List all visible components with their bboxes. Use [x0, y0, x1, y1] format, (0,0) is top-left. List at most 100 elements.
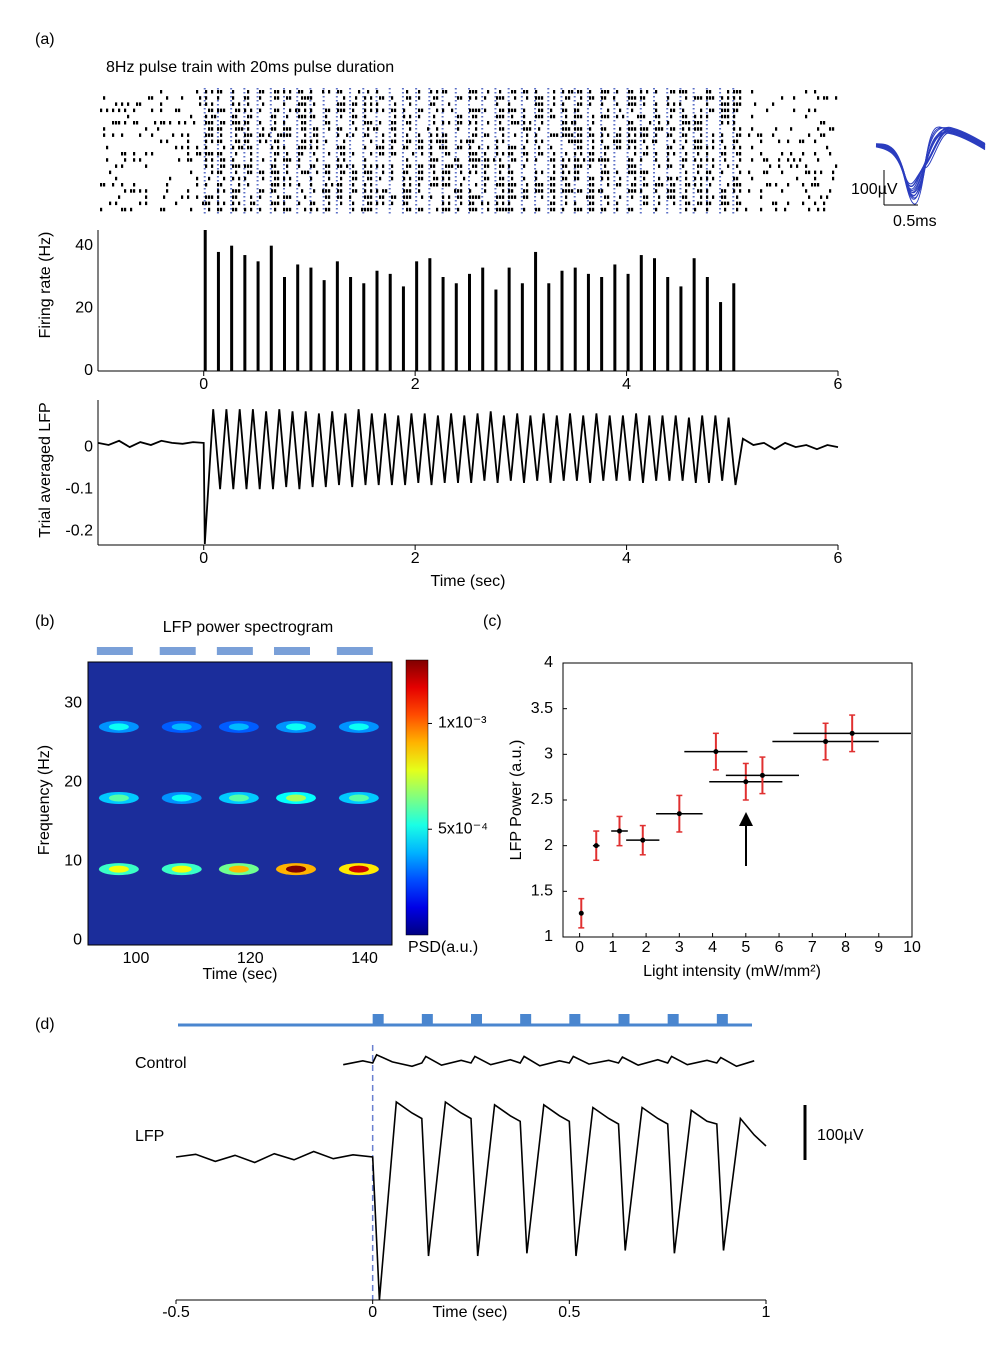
raster-tick — [589, 207, 592, 212]
raster-tick — [682, 164, 685, 168]
raster-tick — [220, 139, 223, 144]
raster-tick — [655, 183, 658, 187]
raster-tick — [823, 201, 826, 206]
raster-tick — [574, 176, 577, 181]
raster-tick — [577, 90, 580, 94]
raster-tick — [208, 201, 211, 206]
raster-tick — [298, 145, 301, 150]
raster-tick — [721, 114, 724, 119]
raster-tick — [760, 207, 763, 212]
raster-tick — [607, 108, 610, 113]
raster-tick — [592, 96, 595, 100]
raster-tick — [733, 183, 736, 187]
raster-tick — [286, 207, 289, 212]
raster-tick — [700, 176, 703, 181]
raster-tick — [370, 139, 373, 144]
raster-tick — [631, 195, 634, 199]
raster-tick — [235, 152, 238, 156]
raster-tick — [670, 127, 673, 131]
raster-tick — [541, 152, 544, 156]
raster-tick — [289, 90, 292, 94]
raster-tick — [139, 158, 142, 162]
raster-tick — [460, 114, 463, 119]
raster-tick — [352, 164, 355, 168]
raster-tick — [484, 189, 487, 193]
raster-tick — [169, 176, 172, 181]
raster-tick — [589, 189, 592, 193]
raster-tick — [535, 176, 538, 181]
raster-tick — [436, 158, 439, 162]
raster-tick — [736, 152, 739, 156]
raster-tick — [697, 127, 700, 131]
raster-tick — [661, 183, 664, 187]
raster-tick — [577, 139, 580, 144]
raster-tick — [214, 114, 217, 119]
raster-tick — [370, 207, 373, 212]
raster-tick — [370, 96, 373, 100]
panel-label: (a) — [35, 31, 55, 48]
power-blob-core — [228, 865, 249, 873]
raster-tick — [238, 176, 241, 181]
raster-tick — [766, 183, 769, 187]
raster-tick — [499, 114, 502, 119]
x-tick-label: 1 — [762, 1304, 771, 1321]
raster-tick — [277, 176, 280, 181]
raster-tick — [523, 152, 526, 156]
raster-tick — [706, 96, 709, 100]
raster-tick — [460, 189, 463, 193]
raster-tick — [289, 176, 292, 181]
raster-tick — [523, 145, 526, 150]
x-tick-label: 0.5 — [558, 1304, 580, 1321]
bar — [203, 230, 207, 371]
raster-tick — [631, 108, 634, 113]
x-tick-label: 5 — [741, 939, 750, 956]
raster-tick — [646, 133, 649, 137]
raster-tick — [589, 183, 592, 187]
raster-tick — [271, 114, 274, 119]
raster-tick — [286, 170, 289, 175]
raster-tick — [724, 207, 727, 212]
raster-tick — [235, 139, 238, 144]
raster-tick — [445, 207, 448, 212]
raster-tick — [643, 96, 646, 100]
raster-tick — [469, 139, 472, 144]
raster-tick — [739, 102, 742, 106]
raster-tick — [406, 133, 409, 137]
raster-tick — [565, 133, 568, 137]
raster-tick — [340, 102, 343, 106]
raster-tick — [802, 152, 805, 156]
raster-tick — [391, 145, 394, 150]
raster-tick — [310, 145, 313, 150]
raster-tick — [817, 127, 820, 131]
raster-tick — [364, 195, 367, 199]
raster-tick — [514, 90, 517, 94]
raster-tick — [460, 96, 463, 100]
raster-tick — [457, 121, 460, 125]
raster-tick — [370, 152, 373, 156]
raster-tick — [346, 164, 349, 168]
raster-tick — [658, 114, 661, 119]
raster-tick — [364, 158, 367, 162]
raster-tick — [448, 183, 451, 187]
raster-tick — [325, 121, 328, 125]
raster-tick — [247, 145, 250, 150]
raster-tick — [343, 158, 346, 162]
raster-tick — [277, 139, 280, 144]
raster-tick — [502, 139, 505, 144]
raster-tick — [460, 170, 463, 175]
raster-tick — [748, 189, 751, 193]
raster-tick — [421, 152, 424, 156]
raster-tick — [673, 195, 676, 199]
raster-tick — [199, 152, 202, 156]
point — [823, 739, 829, 745]
raster-tick — [658, 176, 661, 181]
raster-tick — [697, 164, 700, 168]
raster-tick — [565, 183, 568, 187]
raster-tick — [460, 164, 463, 168]
raster-tick — [106, 108, 109, 113]
stim-pulse — [421, 1014, 433, 1024]
raster-tick — [364, 170, 367, 175]
point — [759, 772, 765, 778]
raster-tick — [250, 164, 253, 168]
raster-tick — [565, 108, 568, 113]
